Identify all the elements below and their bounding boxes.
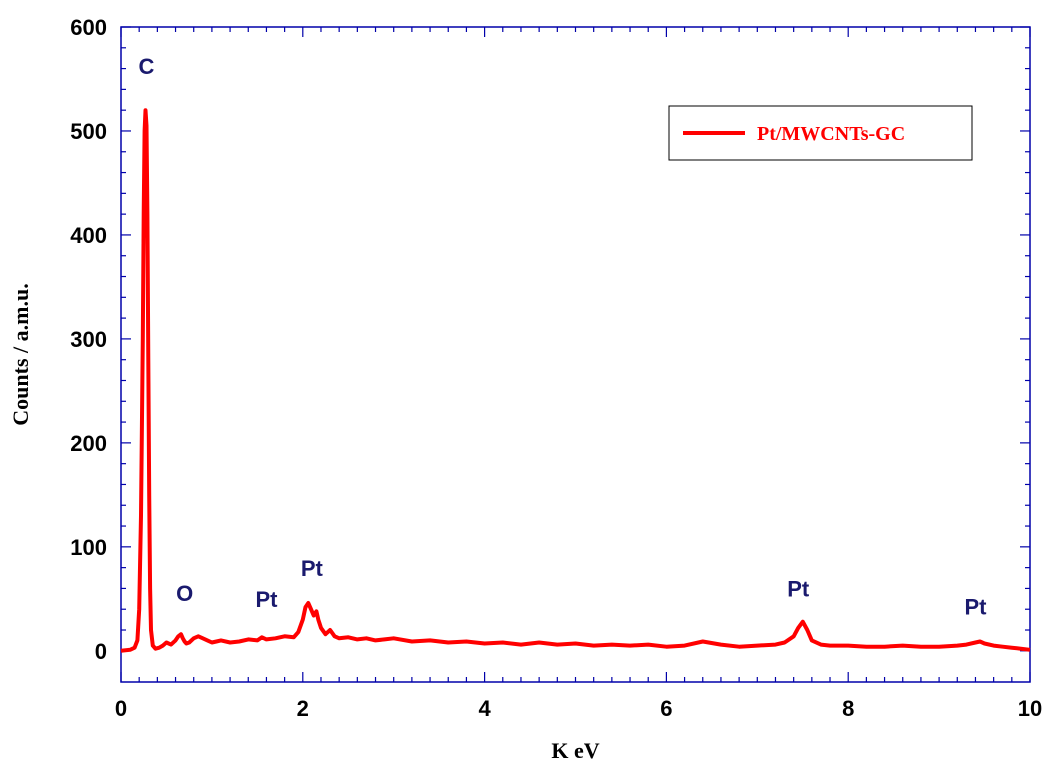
y-axis-title: Counts / a.m.u. bbox=[8, 283, 33, 425]
y-tick-label: 600 bbox=[70, 15, 107, 40]
axis-ticks bbox=[120, 26, 1031, 682]
y-tick-label: 0 bbox=[95, 639, 107, 664]
y-tick-label: 100 bbox=[70, 535, 107, 560]
x-tick-label: 0 bbox=[115, 696, 127, 721]
peak-label: Pt bbox=[964, 594, 987, 619]
legend-label: Pt/MWCNTs-GC bbox=[757, 123, 905, 145]
y-tick-label: 500 bbox=[70, 119, 107, 144]
y-tick-label: 200 bbox=[70, 431, 107, 456]
x-tick-label: 4 bbox=[478, 696, 491, 721]
peak-label: Pt bbox=[787, 577, 810, 602]
x-tick-labels: 0 2 4 6 8 10 bbox=[115, 696, 1042, 721]
legend: Pt/MWCNTs-GC bbox=[668, 105, 973, 161]
peak-label: O bbox=[176, 581, 193, 606]
peak-annotations: C O Pt Pt Pt Pt bbox=[139, 54, 988, 620]
x-tick-label: 6 bbox=[660, 696, 672, 721]
peak-label: Pt bbox=[255, 587, 278, 612]
y-tick-label: 400 bbox=[70, 223, 107, 248]
x-tick-label: 10 bbox=[1018, 696, 1042, 721]
x-tick-label: 8 bbox=[842, 696, 854, 721]
series-line-pt-mwcnts-gc bbox=[120, 108, 1031, 653]
y-tick-labels: 0 100 200 300 400 500 600 bbox=[70, 15, 107, 664]
x-tick-label: 2 bbox=[297, 696, 309, 721]
peak-label: C bbox=[139, 54, 155, 79]
peak-label: Pt bbox=[301, 556, 324, 581]
x-axis-title: K eV bbox=[551, 738, 599, 763]
y-tick-label: 300 bbox=[70, 327, 107, 352]
